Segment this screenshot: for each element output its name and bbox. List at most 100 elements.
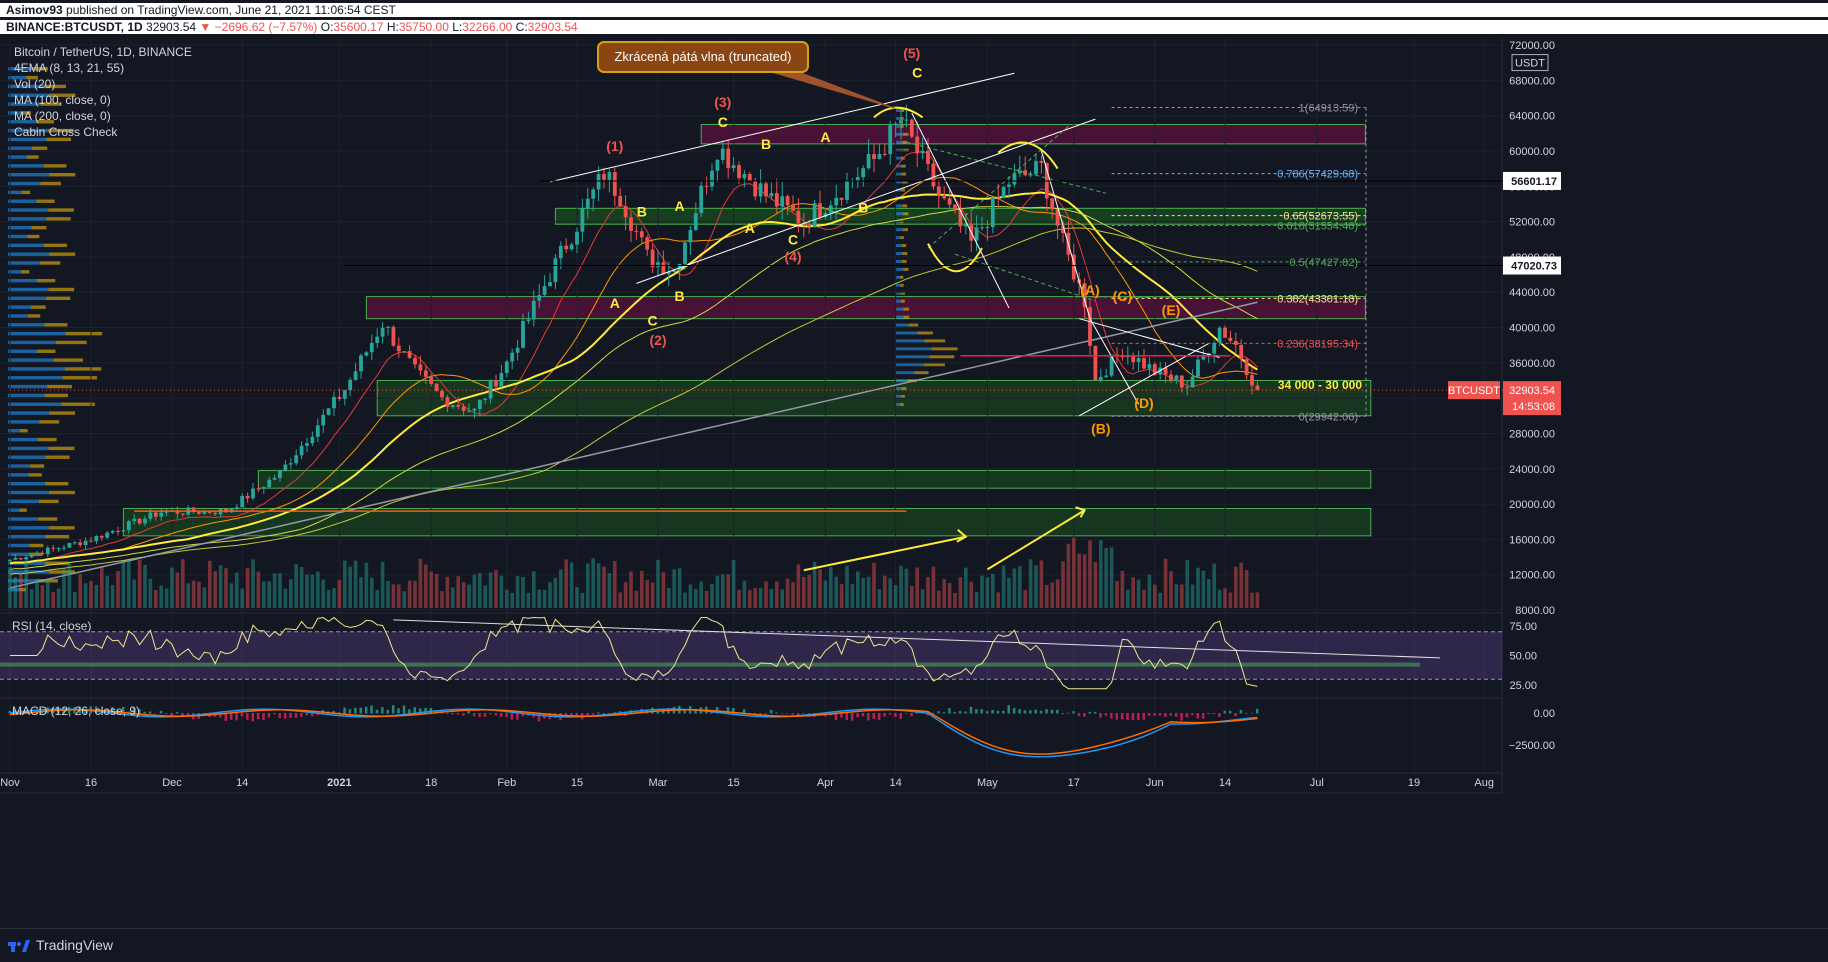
candle-body [635, 231, 639, 232]
volume-bar [478, 573, 482, 608]
macd-histogram-bar [500, 713, 503, 717]
candle-body [1002, 187, 1006, 198]
macd-histogram-bar [1132, 713, 1135, 720]
candle-body [24, 557, 28, 559]
candle-body [1245, 359, 1249, 375]
volume-bar [1245, 570, 1249, 608]
footer-bar: TradingView [0, 928, 1828, 962]
volume-bar [548, 582, 552, 608]
time-tick: 14 [236, 777, 248, 789]
candle-body [618, 196, 622, 206]
candle-body [797, 211, 801, 223]
candle-body [473, 409, 477, 411]
candle-body [338, 397, 342, 399]
rsi-green-band [0, 663, 1420, 667]
volume-bar [246, 568, 250, 608]
volume-bar [251, 559, 255, 608]
wave-label: B [637, 203, 647, 219]
candle-body [197, 512, 201, 514]
volume-profile-bar [8, 385, 47, 388]
indicator-cabin-cross[interactable]: Cabin Cross Check [14, 125, 117, 139]
volume-profile-bar [8, 323, 44, 326]
candle-body [899, 120, 903, 123]
volume-bar [959, 577, 963, 608]
candle-body [240, 496, 244, 507]
volume-profile-bar [37, 279, 55, 282]
time-tick: May [977, 777, 998, 789]
volume-profile-bar [8, 332, 66, 335]
macd-histogram-bar [1051, 710, 1054, 714]
macd-histogram-bar [306, 713, 309, 715]
candle-body [840, 198, 844, 200]
indicator-ema[interactable]: 4EMA (8, 13, 21, 55) [14, 61, 124, 75]
macd-histogram-bar [408, 709, 411, 713]
volume-bar [316, 572, 320, 608]
candle-body [1250, 375, 1254, 385]
macd-histogram-bar [505, 713, 508, 717]
volume-bar [915, 568, 919, 608]
candle-body [759, 183, 763, 196]
macd-histogram-bar [1234, 713, 1237, 716]
volume-bar [937, 591, 941, 608]
indicator-ma100[interactable]: MA (100, close, 0) [14, 93, 111, 107]
volume-bar [327, 590, 331, 608]
fib-label-0.5: 0.5(47427.82) [1290, 257, 1359, 269]
volume-bar [343, 561, 347, 608]
volume-profile-bar [8, 438, 38, 441]
candle-body [575, 232, 579, 245]
candle-body [570, 245, 574, 250]
macd-histogram-bar [1170, 713, 1173, 716]
macd-histogram-bar [684, 711, 687, 714]
fib-label-0.618: 0.618(51554.46) [1277, 220, 1358, 232]
volume-bar [408, 581, 412, 608]
candle-body [89, 541, 93, 542]
volume-bar [683, 593, 687, 608]
indicator-ma200[interactable]: MA (200, close, 0) [14, 109, 111, 123]
volume-profile-bar [8, 261, 40, 264]
candle-body [354, 371, 358, 380]
time-tick: 18 [425, 777, 437, 789]
macd-histogram-bar [1078, 713, 1081, 716]
time-tick: 19 [1408, 777, 1420, 789]
candle-body [392, 327, 396, 346]
macd-histogram-bar [1072, 711, 1075, 713]
author-name[interactable]: Asimov93 [6, 3, 63, 17]
wave-label: (A) [1080, 282, 1099, 298]
volume-bar [505, 590, 509, 608]
indicator-volume[interactable]: Vol (20) [14, 77, 55, 91]
volume-profile-bar [8, 182, 40, 185]
volume-profile-bar [8, 226, 31, 229]
volume-bar [397, 584, 401, 608]
volume-bar [629, 571, 633, 608]
volume-bar [197, 582, 201, 608]
wave-label: (B) [1091, 420, 1110, 436]
candle-body [246, 496, 250, 498]
candle-body [624, 206, 628, 217]
volume-bar [311, 575, 315, 608]
volume-profile-bar [45, 535, 69, 538]
wave-label: B [675, 288, 685, 304]
volume-bar [235, 573, 239, 608]
volume-bar [672, 569, 676, 608]
time-tick: 15 [571, 777, 583, 789]
chart-canvas[interactable]: Zkrácená pátá vlna (truncated) 34 000 - 3… [0, 38, 1828, 928]
time-tick: Apr [817, 777, 834, 789]
volume-bar [19, 574, 23, 608]
candle-body [780, 196, 784, 206]
volume-bar [111, 585, 115, 608]
candle-body [143, 519, 147, 524]
price-tick: 16000.00 [1509, 534, 1555, 546]
volume-bar [753, 588, 757, 608]
macd-histogram-bar [289, 713, 292, 718]
candle-body [699, 186, 703, 213]
volume-bar [786, 579, 790, 608]
candle-body [791, 205, 795, 211]
macd-histogram-bar [376, 710, 379, 714]
macd-histogram-bar [1067, 713, 1070, 714]
zone-rect-4 [258, 471, 1370, 489]
candle-body [591, 189, 595, 198]
volume-bar [694, 589, 698, 608]
tradingview-logo[interactable]: TradingView [8, 937, 113, 953]
volume-bar [332, 588, 336, 608]
macd-histogram-bar [770, 710, 773, 714]
